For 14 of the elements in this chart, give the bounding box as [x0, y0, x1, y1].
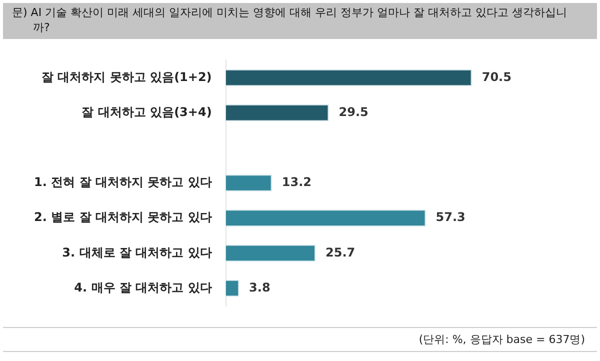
- data-label: 57.3: [436, 210, 466, 224]
- chart-title: 문) AI 기술 확산이 미래 세대의 일자리에 미치는 영향에 대해 우리 정부가 얼마나 잘 대처하고 있다고 생각하십니까?: [3, 3, 597, 39]
- text: (단위: %, 응답자 base = 637명): [3, 327, 597, 352]
- data-label: 25.7: [325, 245, 356, 260]
- y-tick-label: 4. 매우 잘 대처하고 있다: [74, 280, 212, 294]
- data-label: 13.2: [282, 175, 312, 190]
- data-label: 3.8: [249, 280, 270, 294]
- y-tick-label: 1. 전혀 잘 대처하지 못하고 있다: [34, 175, 212, 190]
- y-tick-label: 3. 대체로 잘 대처하고 있다: [62, 245, 212, 260]
- y-tick-label: 잘 대처하고 있음(3+4): [82, 104, 212, 119]
- y-tick-label: 잘 대처하지 못하고 있음(1+2): [42, 70, 212, 84]
- data-label: 29.5: [338, 104, 368, 119]
- y-tick-label: 2. 별로 잘 대처하지 못하고 있다: [34, 210, 212, 224]
- data-label: 70.5: [482, 70, 512, 84]
